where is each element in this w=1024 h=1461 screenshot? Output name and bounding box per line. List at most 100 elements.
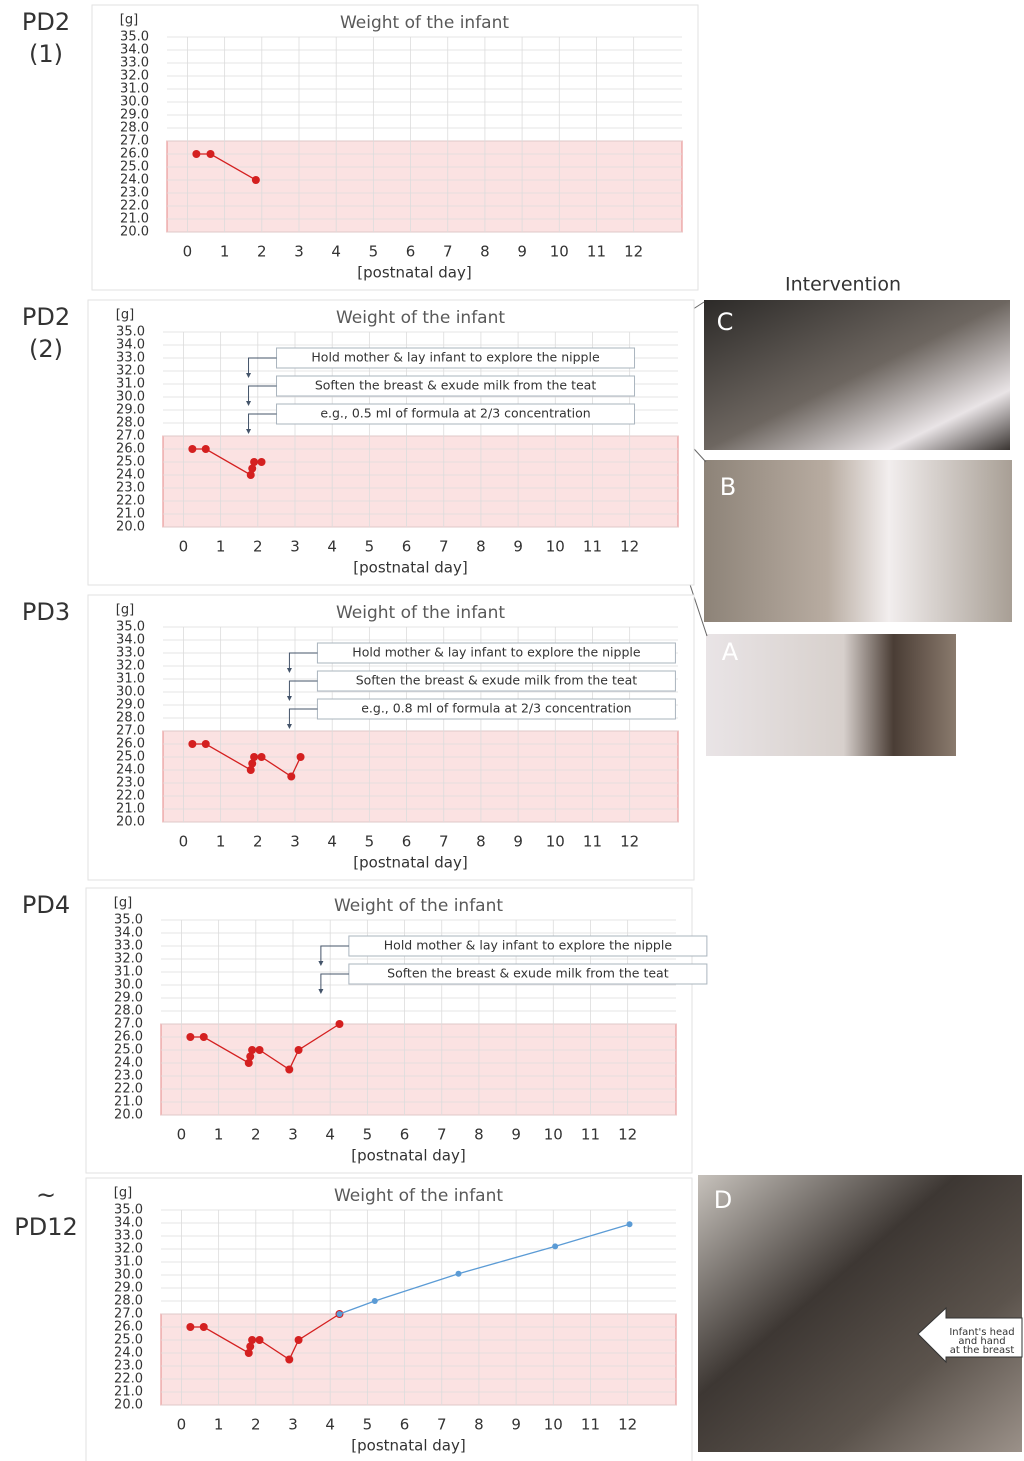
y-tick-label: 23.0 — [116, 481, 145, 496]
y-tick-label: 21.0 — [114, 1095, 143, 1110]
y-tick-label: 22.0 — [116, 494, 145, 509]
y-tick-label: 21.0 — [116, 507, 145, 522]
panel-label: (2) — [29, 335, 63, 363]
y-tick-label: 20.0 — [116, 520, 145, 535]
y-tick-label: 27.0 — [120, 134, 149, 149]
x-tick-label: 4 — [325, 1416, 335, 1434]
annotation-text: Soften the breast & exude milk from the … — [387, 966, 669, 981]
y-tick-label: 35.0 — [116, 620, 145, 635]
x-tick-label: 9 — [513, 538, 523, 556]
x-tick-label: 2 — [253, 538, 263, 556]
x-tick-label: 9 — [511, 1126, 521, 1144]
x-tick-label: 0 — [177, 1416, 187, 1434]
chart-title: Weight of the infant — [336, 603, 505, 623]
data-point — [250, 458, 258, 466]
x-tick-label: 7 — [439, 833, 449, 851]
panel-label: ~ — [36, 1181, 56, 1209]
y-tick-label: 35.0 — [114, 1203, 143, 1218]
y-unit: [g] — [114, 896, 132, 911]
y-tick-label: 29.0 — [114, 1281, 143, 1296]
x-tick-label: 3 — [290, 833, 300, 851]
y-tick-label: 28.0 — [114, 1004, 143, 1019]
y-tick-label: 32.0 — [114, 952, 143, 967]
photo — [706, 634, 956, 756]
x-tick-label: 8 — [474, 1416, 484, 1434]
y-tick-label: 33.0 — [114, 1229, 143, 1244]
y-tick-label: 34.0 — [116, 338, 145, 353]
chart-title: Weight of the infant — [336, 308, 505, 328]
y-tick-label: 24.0 — [120, 173, 149, 188]
y-tick-label: 28.0 — [116, 711, 145, 726]
x-tick-label: 12 — [620, 538, 639, 556]
panel-label: (1) — [29, 40, 63, 68]
x-tick-label: 12 — [618, 1126, 637, 1144]
x-tick-label: 0 — [179, 538, 189, 556]
x-tick-label: 5 — [365, 538, 375, 556]
y-tick-label: 32.0 — [120, 69, 149, 84]
x-tick-label: 7 — [443, 243, 453, 261]
annotation-text: e.g., 0.5 ml of formula at 2/3 concentra… — [320, 406, 590, 421]
y-tick-label: 21.0 — [116, 802, 145, 817]
data-point — [258, 753, 266, 761]
y-tick-label: 32.0 — [114, 1242, 143, 1257]
y-tick-label: 31.0 — [116, 672, 145, 687]
x-tick-label: 3 — [288, 1126, 298, 1144]
data-point — [256, 1336, 264, 1344]
annotation-text: Hold mother & lay infant to explore the … — [384, 938, 673, 953]
y-tick-label: 20.0 — [120, 225, 149, 240]
panel-label: PD2 — [22, 303, 70, 331]
x-tick-label: 12 — [620, 833, 639, 851]
x-tick-label: 8 — [476, 538, 486, 556]
y-tick-label: 21.0 — [120, 212, 149, 227]
x-axis-label: [postnatal day] — [353, 559, 467, 577]
x-tick-label: 12 — [624, 243, 643, 261]
data-point — [202, 445, 210, 453]
x-tick-label: 6 — [406, 243, 416, 261]
data-point — [186, 1033, 194, 1041]
data-point — [335, 1020, 343, 1028]
x-tick-label: 11 — [587, 243, 606, 261]
x-tick-label: 8 — [480, 243, 490, 261]
x-tick-label: 12 — [618, 1416, 637, 1434]
data-point — [188, 445, 196, 453]
target-range — [163, 436, 678, 527]
y-tick-label: 27.0 — [114, 1307, 143, 1322]
panel-label: PD3 — [22, 598, 70, 626]
annotation-text: e.g., 0.8 ml of formula at 2/3 concentra… — [361, 701, 631, 716]
x-tick-label: 1 — [214, 1126, 224, 1144]
x-tick-label: 5 — [363, 1126, 373, 1144]
panel-label: PD12 — [14, 1213, 78, 1241]
y-unit: [g] — [116, 603, 134, 618]
y-tick-label: 29.0 — [116, 403, 145, 418]
x-tick-label: 2 — [253, 833, 263, 851]
data-point — [200, 1323, 208, 1331]
data-point — [252, 176, 260, 184]
y-tick-label: 21.0 — [114, 1385, 143, 1400]
y-tick-label: 22.0 — [114, 1372, 143, 1387]
target-range — [161, 1024, 676, 1115]
data-point — [258, 458, 266, 466]
y-tick-label: 28.0 — [114, 1294, 143, 1309]
y-tick-label: 32.0 — [116, 659, 145, 674]
data-point — [552, 1243, 558, 1249]
y-tick-label: 26.0 — [116, 442, 145, 457]
y-tick-label: 35.0 — [114, 913, 143, 928]
x-tick-label: 0 — [179, 833, 189, 851]
photo — [698, 1175, 1022, 1452]
x-tick-label: 9 — [517, 243, 527, 261]
y-tick-label: 25.0 — [116, 455, 145, 470]
photo — [704, 460, 1012, 622]
y-tick-label: 29.0 — [120, 108, 149, 123]
photo-label: A — [722, 638, 739, 666]
x-tick-label: 8 — [474, 1126, 484, 1144]
annotation-text: Soften the breast & exude milk from the … — [315, 378, 597, 393]
y-tick-label: 33.0 — [116, 646, 145, 661]
target-range — [163, 731, 678, 822]
y-tick-label: 24.0 — [116, 468, 145, 483]
x-tick-label: 3 — [288, 1416, 298, 1434]
x-tick-label: 4 — [331, 243, 341, 261]
y-tick-label: 25.0 — [114, 1043, 143, 1058]
x-tick-label: 10 — [544, 1416, 563, 1434]
photo-label: B — [720, 473, 736, 501]
x-tick-label: 2 — [251, 1416, 261, 1434]
